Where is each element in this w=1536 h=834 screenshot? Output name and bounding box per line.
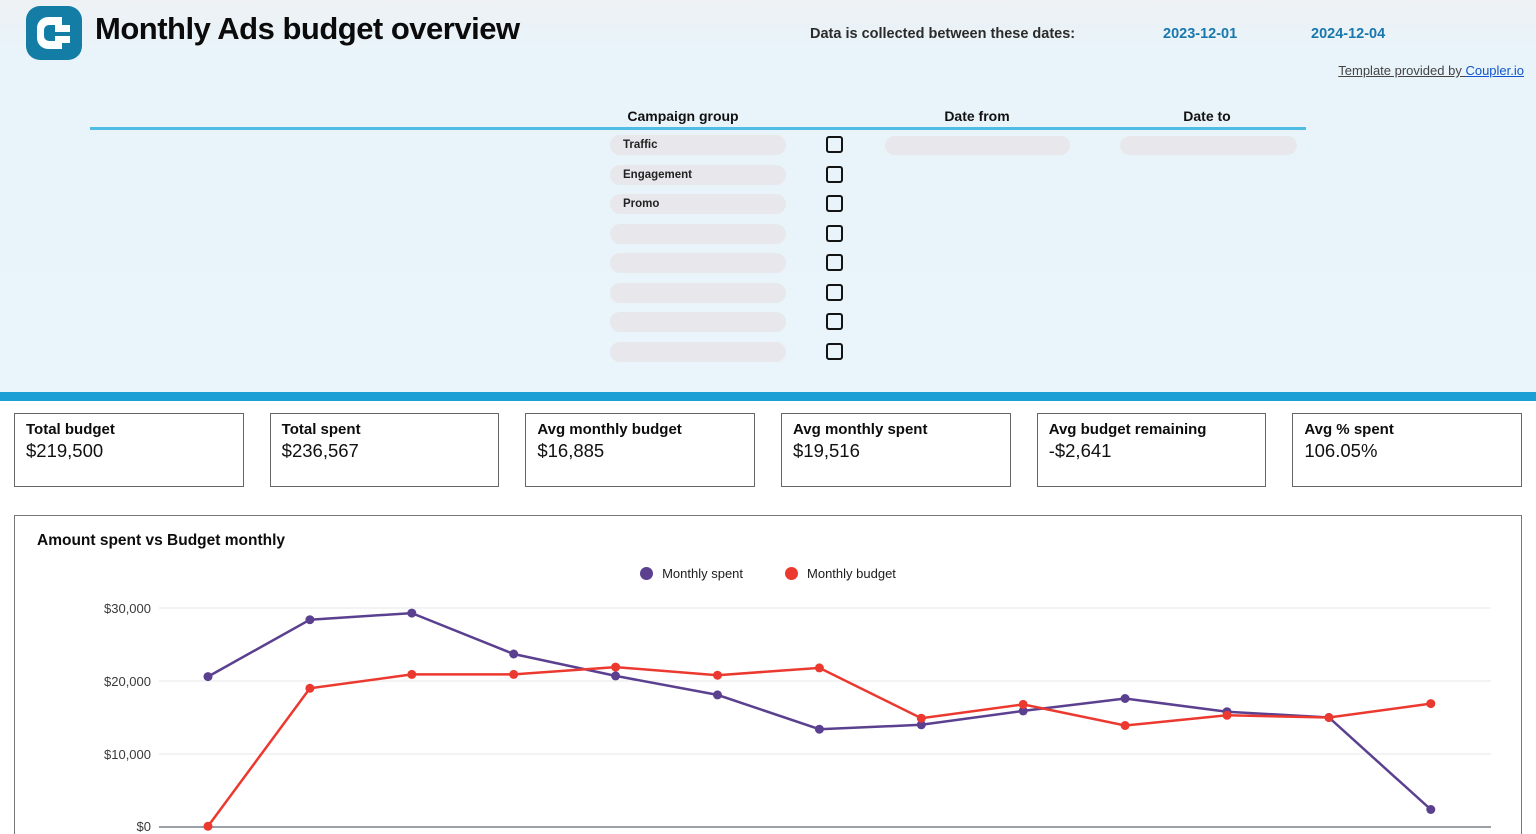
- series-line-0: [207, 611, 1432, 811]
- chart-legend: Monthly spent Monthly budget: [15, 566, 1521, 581]
- series-point[interactable]: [611, 662, 621, 672]
- series-point[interactable]: [203, 672, 213, 682]
- template-credit: Template provided by Coupler.io: [1338, 63, 1524, 78]
- y-axis-label: $20,000: [104, 674, 151, 689]
- series-point[interactable]: [407, 608, 417, 618]
- chart-card: Amount spent vs Budget monthly Monthly s…: [14, 515, 1522, 834]
- kpi-label: Total spent: [281, 421, 361, 438]
- campaign-pill[interactable]: [610, 283, 786, 303]
- date-from-value[interactable]: 2023-12-01: [1163, 26, 1238, 42]
- campaign-checkbox[interactable]: [826, 136, 843, 153]
- series-point[interactable]: [1222, 710, 1232, 720]
- series-point[interactable]: [203, 821, 213, 831]
- coupler-link[interactable]: Coupler.io: [1465, 63, 1524, 78]
- campaign-pill[interactable]: [610, 342, 786, 362]
- legend-dot-monthly-spent: [640, 567, 654, 580]
- series-point[interactable]: [814, 663, 824, 673]
- kpi-card-avg-monthly-spent: Avg monthly spent $19,516: [781, 413, 1011, 487]
- kpi-card-avg-budget-remaining: Avg budget remaining -$2,641: [1036, 413, 1267, 487]
- series-point[interactable]: [713, 670, 722, 680]
- coupler-logo-icon: [26, 6, 82, 60]
- y-axis-label: $10,000: [104, 747, 151, 762]
- y-axis-label: $30,000: [104, 601, 151, 616]
- page-title: Monthly Ads budget overview: [95, 11, 520, 46]
- campaign-checkbox[interactable]: [826, 254, 843, 271]
- kpi-row: Total budget $219,500 Total spent $236,5…: [14, 413, 1523, 487]
- series-point[interactable]: [1426, 699, 1436, 709]
- series-point[interactable]: [713, 690, 722, 700]
- campaign-pill[interactable]: Engagement: [610, 165, 786, 185]
- campaign-checkbox[interactable]: [826, 313, 843, 330]
- series-point[interactable]: [509, 649, 519, 659]
- column-header-date-to: Date to: [1183, 108, 1231, 124]
- kpi-card-avg-pct-spent: Avg % spent 106.05%: [1292, 413, 1523, 487]
- kpi-label: Avg % spent: [1304, 421, 1394, 438]
- legend-label: Monthly spent: [662, 566, 744, 581]
- y-axis-label: $0: [137, 819, 151, 834]
- kpi-value: $219,500: [26, 440, 104, 461]
- kpi-value: 106.05%: [1304, 440, 1378, 461]
- campaign-pill[interactable]: [610, 253, 786, 273]
- campaign-pill-label: Engagement: [623, 169, 693, 181]
- chart-title: Amount spent vs Budget monthly: [37, 532, 285, 549]
- date-from-filter-field[interactable]: [885, 136, 1070, 155]
- series-point[interactable]: [814, 724, 824, 734]
- series-point[interactable]: [1018, 699, 1028, 709]
- legend-label: Monthly budget: [807, 566, 896, 581]
- kpi-card-total-spent: Total spent $236,567: [269, 413, 500, 487]
- series-point[interactable]: [305, 615, 315, 625]
- series-point[interactable]: [305, 683, 315, 693]
- kpi-value: $236,567: [281, 440, 359, 461]
- template-credit-text: Template provided by: [1338, 63, 1466, 78]
- campaign-checkbox[interactable]: [826, 195, 843, 212]
- kpi-value: $19,516: [793, 440, 860, 461]
- date-to-filter-field[interactable]: [1120, 136, 1297, 155]
- kpi-value: $16,885: [537, 440, 605, 461]
- series-point[interactable]: [1426, 805, 1436, 814]
- series-line-1: [206, 665, 1431, 828]
- campaign-checkbox[interactable]: [826, 284, 843, 301]
- kpi-card-total-budget: Total budget $219,500: [14, 413, 244, 487]
- kpi-label: Avg monthly budget: [537, 421, 682, 438]
- series-point[interactable]: [1120, 694, 1130, 703]
- series-point[interactable]: [611, 671, 621, 681]
- campaign-pill[interactable]: [610, 312, 786, 332]
- series-point[interactable]: [407, 669, 417, 679]
- legend-dot-monthly-budget: [785, 567, 799, 580]
- campaign-checkbox[interactable]: [826, 343, 843, 360]
- kpi-label: Avg budget remaining: [1048, 421, 1207, 438]
- date-to-value[interactable]: 2024-12-04: [1311, 26, 1386, 42]
- collected-dates-label: Data is collected between these dates:: [810, 26, 1076, 42]
- series-point[interactable]: [509, 669, 519, 679]
- kpi-card-avg-monthly-budget: Avg monthly budget $16,885: [525, 413, 756, 487]
- campaign-pill-label: Promo: [623, 198, 660, 210]
- campaign-pill-label: Traffic: [623, 139, 658, 151]
- kpi-label: Total budget: [26, 421, 115, 438]
- campaign-pill[interactable]: [610, 224, 786, 244]
- campaign-pill[interactable]: Promo: [610, 194, 786, 214]
- section-divider: [0, 392, 1536, 401]
- series-point[interactable]: [1324, 713, 1334, 722]
- series-point[interactable]: [916, 720, 926, 730]
- header-section: Monthly Ads budget overview Data is coll…: [0, 0, 1536, 392]
- campaign-checkbox[interactable]: [826, 166, 843, 183]
- chart-series-group: [203, 608, 1436, 831]
- kpi-label: Avg monthly spent: [793, 421, 928, 438]
- kpi-value: -$2,641: [1048, 440, 1112, 461]
- series-point[interactable]: [916, 713, 926, 723]
- campaign-pill[interactable]: Traffic: [610, 135, 786, 155]
- series-point[interactable]: [1120, 721, 1130, 730]
- header-rule: [90, 127, 1306, 130]
- column-header-campaign-group: Campaign group: [627, 108, 739, 124]
- column-header-date-from: Date from: [944, 108, 1010, 124]
- series-point[interactable]: [1018, 706, 1028, 716]
- legend-item-monthly-spent[interactable]: Monthly spent: [640, 566, 743, 581]
- budget-chart-svg: $30,000 $20,000 $10,000 $0: [104, 601, 1491, 834]
- legend-item-monthly-budget[interactable]: Monthly budget: [785, 566, 896, 581]
- campaign-checkbox[interactable]: [826, 225, 843, 242]
